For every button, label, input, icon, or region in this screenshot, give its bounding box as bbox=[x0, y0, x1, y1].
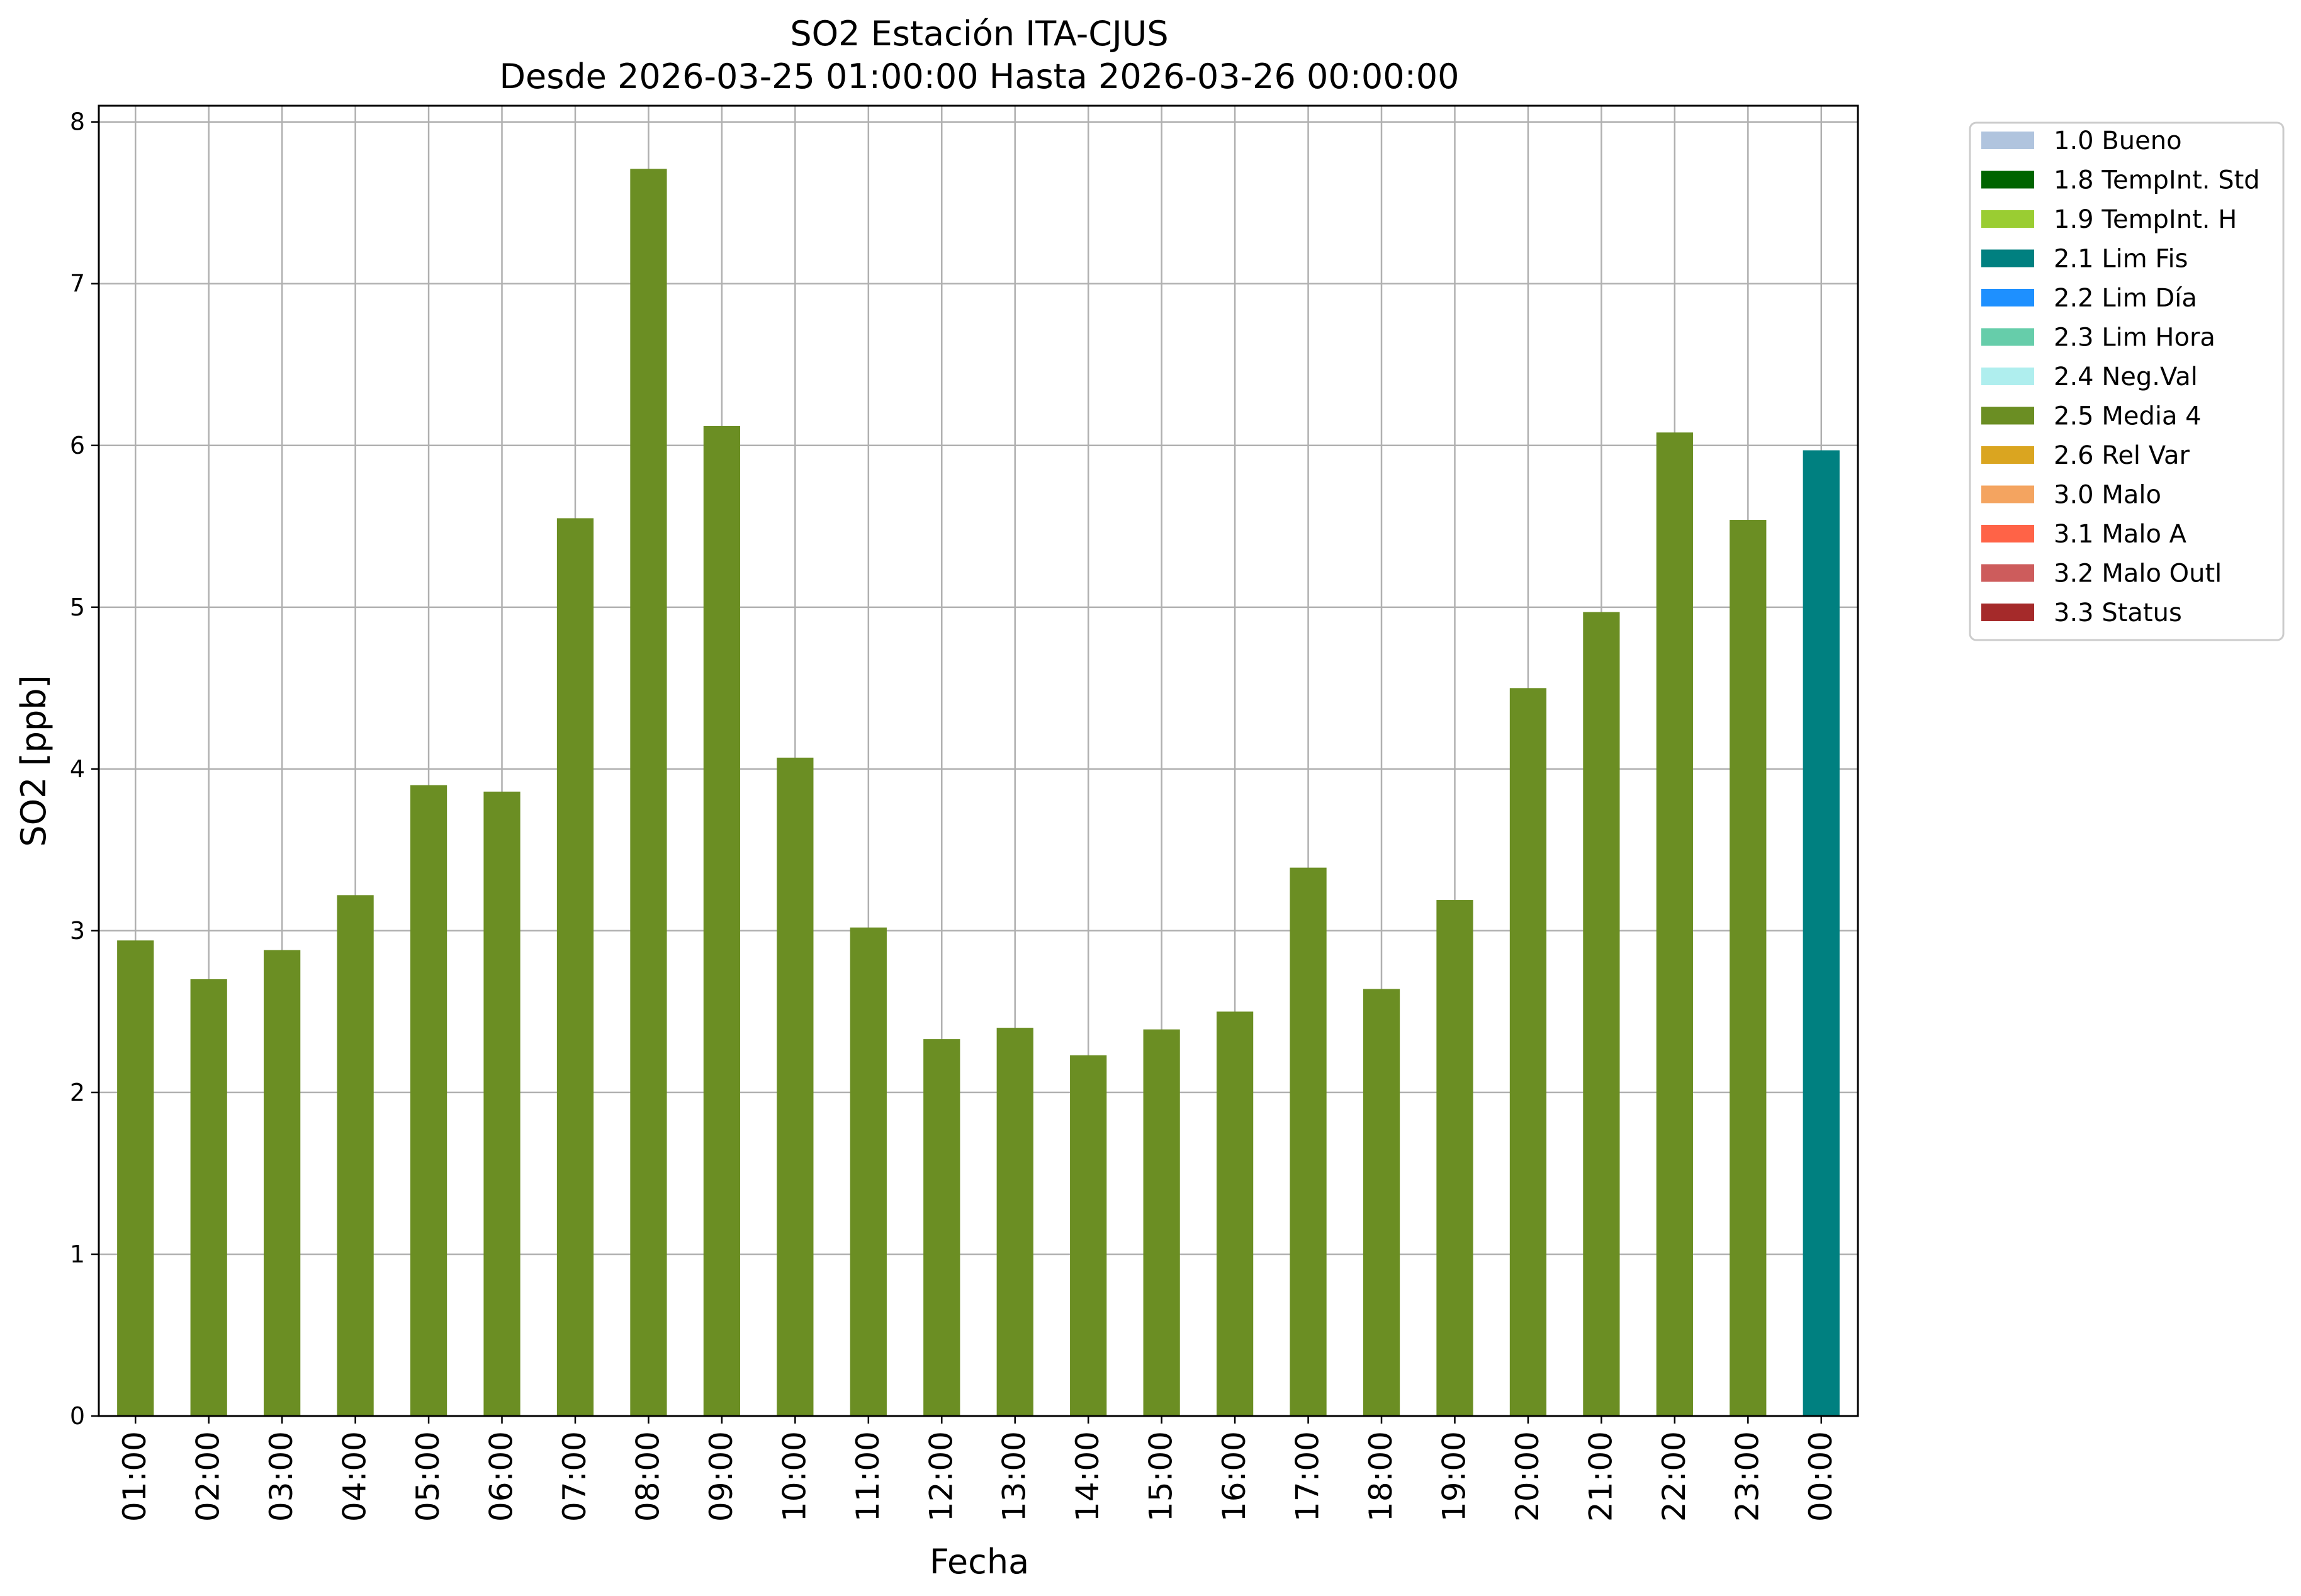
x-tick-label: 21:00 bbox=[1582, 1431, 1619, 1522]
x-tick-label: 04:00 bbox=[337, 1431, 373, 1522]
x-tick-label: 10:00 bbox=[776, 1431, 813, 1522]
x-axis-label: Fecha bbox=[930, 1542, 1029, 1582]
legend-swatch bbox=[1981, 289, 2034, 306]
bar bbox=[1216, 1011, 1254, 1416]
legend-swatch bbox=[1981, 249, 2034, 267]
x-tick-label: 14:00 bbox=[1069, 1431, 1106, 1522]
legend-swatch bbox=[1981, 328, 2034, 346]
legend-label: 2.6 Rel Var bbox=[2054, 441, 2190, 470]
legend-swatch bbox=[1981, 485, 2034, 503]
x-tick-label: 03:00 bbox=[263, 1431, 300, 1522]
legend-label: 1.0 Bueno bbox=[2054, 126, 2182, 155]
bar bbox=[923, 1039, 960, 1416]
x-tick-label: 06:00 bbox=[483, 1431, 520, 1522]
x-tick-label: 07:00 bbox=[556, 1431, 593, 1522]
x-tick-label: 12:00 bbox=[923, 1431, 959, 1522]
legend-label: 3.2 Malo Outl bbox=[2054, 559, 2222, 588]
bar bbox=[1509, 688, 1547, 1416]
x-tick-label: 11:00 bbox=[850, 1431, 886, 1522]
x-tick-label: 23:00 bbox=[1729, 1431, 1765, 1522]
legend-label: 3.3 Status bbox=[2054, 598, 2182, 627]
bar bbox=[1803, 450, 1840, 1416]
legend-label: 2.2 Lim Día bbox=[2054, 284, 2197, 313]
y-tick-label: 2 bbox=[70, 1079, 85, 1106]
bar bbox=[556, 518, 594, 1416]
x-tick-label: 20:00 bbox=[1509, 1431, 1546, 1522]
x-tick-label: 19:00 bbox=[1436, 1431, 1472, 1522]
plot-frame bbox=[98, 104, 1859, 1417]
legend-swatch bbox=[1981, 446, 2034, 464]
x-tick-label: 13:00 bbox=[996, 1431, 1033, 1522]
legend-label: 2.5 Media 4 bbox=[2054, 402, 2202, 431]
legend-swatch bbox=[1981, 132, 2034, 149]
y-tick-label: 8 bbox=[70, 108, 85, 136]
bar bbox=[410, 785, 447, 1416]
x-tick-label: 02:00 bbox=[190, 1431, 227, 1522]
bar bbox=[1436, 900, 1473, 1416]
legend-swatch bbox=[1981, 171, 2034, 189]
legend-label: 3.1 Malo A bbox=[2054, 520, 2187, 549]
x-tick-label: 01:00 bbox=[116, 1431, 153, 1522]
x-tick-label: 00:00 bbox=[1803, 1431, 1839, 1522]
legend-label: 2.3 Lim Hora bbox=[2054, 323, 2215, 352]
x-tick-label: 17:00 bbox=[1290, 1431, 1326, 1522]
legend-swatch bbox=[1981, 525, 2034, 542]
legend-swatch bbox=[1981, 604, 2034, 621]
bar bbox=[337, 895, 374, 1416]
bar bbox=[996, 1028, 1033, 1416]
y-tick-label: 0 bbox=[70, 1402, 85, 1430]
bar bbox=[1143, 1029, 1180, 1416]
x-tick-label: 08:00 bbox=[629, 1431, 666, 1522]
bar bbox=[190, 979, 227, 1416]
bar bbox=[1583, 612, 1620, 1417]
legend-label: 2.1 Lim Fis bbox=[2054, 245, 2188, 274]
bar bbox=[630, 169, 667, 1417]
bar bbox=[483, 791, 520, 1416]
chart-subtitle: Desde 2026-03-25 01:00:00 Hasta 2026-03-… bbox=[499, 57, 1459, 96]
bar bbox=[1070, 1055, 1107, 1416]
y-tick-label: 1 bbox=[70, 1240, 85, 1268]
bar bbox=[117, 940, 154, 1416]
bar bbox=[777, 757, 814, 1416]
bar bbox=[703, 425, 741, 1416]
legend-swatch bbox=[1981, 368, 2034, 385]
legend-label: 1.9 TempInt. H bbox=[2054, 205, 2237, 234]
chart-title: SO2 Estación ITA-CJUS bbox=[790, 14, 1168, 53]
bars bbox=[117, 169, 1840, 1417]
legend-swatch bbox=[1981, 407, 2034, 425]
x-tick-label: 22:00 bbox=[1656, 1431, 1692, 1522]
x-axis-ticks: 01:00 02:00 03:00 04:00 05:00 06:00 07:00 08:00… bbox=[116, 1416, 1839, 1522]
bar bbox=[850, 927, 887, 1416]
legend-label: 2.4 Neg.Val bbox=[2054, 362, 2198, 391]
legend-box bbox=[1969, 121, 2285, 641]
bar bbox=[1290, 867, 1327, 1416]
x-tick-label: 05:00 bbox=[410, 1431, 446, 1522]
legend-label: 3.0 Malo bbox=[2054, 481, 2161, 510]
legend: 1.0 Bueno 1.8 TempInt. Std 1.9 TempInt. H 2… bbox=[1969, 121, 2285, 641]
bar bbox=[1656, 432, 1693, 1416]
x-tick-label: 09:00 bbox=[703, 1431, 740, 1522]
y-axis-label: SO2 [ppb] bbox=[14, 675, 53, 846]
y-tick-label: 3 bbox=[70, 917, 85, 945]
bar bbox=[1363, 989, 1400, 1416]
legend-swatch bbox=[1981, 564, 2034, 582]
legend-swatch bbox=[1981, 210, 2034, 228]
bar bbox=[264, 950, 301, 1416]
y-tick-label: 5 bbox=[70, 593, 85, 621]
legend-label: 1.8 TempInt. Std bbox=[2054, 166, 2260, 195]
y-axis-ticks: 0 1 2 3 4 5 6 7 8 bbox=[70, 108, 99, 1430]
x-tick-label: 18:00 bbox=[1363, 1431, 1399, 1522]
y-tick-label: 6 bbox=[70, 432, 85, 459]
x-tick-label: 16:00 bbox=[1216, 1431, 1252, 1522]
y-tick-label: 7 bbox=[70, 270, 85, 298]
bar bbox=[1730, 520, 1767, 1416]
y-tick-label: 4 bbox=[70, 755, 85, 783]
x-tick-label: 15:00 bbox=[1143, 1431, 1179, 1522]
